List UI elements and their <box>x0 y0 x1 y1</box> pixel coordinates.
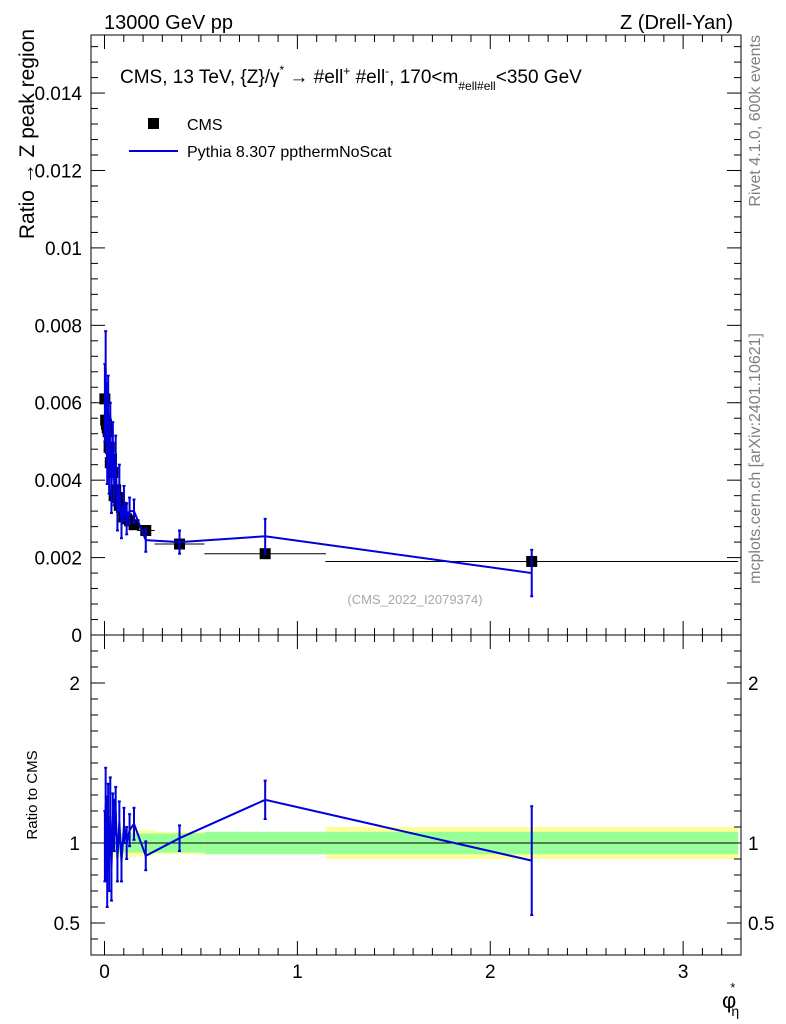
main-y-tick-label: 0.008 <box>34 316 82 337</box>
legend-cms-label: CMS <box>187 117 223 134</box>
main-y-tick-label: 0.012 <box>34 161 82 182</box>
main-y-tick-label: 0 <box>71 626 82 647</box>
ratio-x-tick-label: 2 <box>485 962 496 983</box>
main-y-tick-label: 0.004 <box>34 471 82 492</box>
main-y-tick-label: 0.014 <box>34 84 82 105</box>
legend-cms-marker <box>148 118 159 129</box>
ratio-y-tick-label-right: 0.5 <box>748 914 774 935</box>
main-y-axis-ticks: 0 0.002 0.004 0.006 0.008 0.01 0.012 0.014 <box>34 46 741 647</box>
ratio-x-tick-label: 1 <box>292 962 303 983</box>
rivet-version-label: Rivet 4.1.0, 600k events <box>747 35 764 207</box>
main-y-tick-label: 0.006 <box>34 394 82 415</box>
ratio-y-tick-label-left: 1 <box>69 834 80 855</box>
cms-data-point <box>128 519 140 531</box>
legend: CMS Pythia 8.307 ppthermNoScat <box>129 117 392 161</box>
analysis-watermark: (CMS_2022_I2079374) <box>347 592 482 607</box>
ratio-y-tick-label-left: 0.5 <box>54 914 80 935</box>
ratio-y-axis-label: Ratio to CMS <box>24 750 41 839</box>
ratio-panel-frame <box>90 634 742 956</box>
main-y-tick-label: 0.002 <box>34 549 82 570</box>
ratio-x-axis-ticks: 0 1 2 3 <box>99 635 723 983</box>
main-plot-content <box>99 330 739 598</box>
pythia-line <box>103 367 532 575</box>
header-left-label: 13000 GeV pp <box>104 12 233 34</box>
ratio-y-tick-label-right: 2 <box>748 674 759 695</box>
main-x-axis-ticks <box>104 35 723 635</box>
mcplots-label: mcplots.cern.ch [arXiv:2401.10621] <box>747 333 764 584</box>
ratio-x-tick-label: 3 <box>678 962 689 983</box>
ratio-plot-content <box>103 766 534 916</box>
ratio-y-tick-label-right: 1 <box>748 834 759 855</box>
ratio-y-axis-ticks: 0.5 0.5 1 1 2 2 <box>54 634 774 956</box>
header-right-label: Z (Drell-Yan) <box>620 12 733 34</box>
ratio-panel-background <box>91 635 741 955</box>
main-panel-background <box>91 35 741 635</box>
ratio-y-tick-label-left: 2 <box>69 674 80 695</box>
ratio-pythia-line <box>103 798 532 869</box>
ratio-x-tick-label: 0 <box>99 962 110 983</box>
main-y-tick-label: 0.01 <box>45 239 82 260</box>
ratio-panel: 0.5 0.5 1 1 2 2 0 1 2 3 Ratio to CMS <box>24 634 774 983</box>
main-y-axis-label: Ratio → Z peak region <box>16 29 39 239</box>
x-axis-label: φ* η <box>722 980 739 1019</box>
main-title: CMS, 13 TeV, {Z}/γ* → #ell+ #ell-, 170<m… <box>120 63 582 93</box>
legend-pythia-label: Pythia 8.307 ppthermNoScat <box>187 144 392 161</box>
main-panel: 0 0.002 0.004 0.006 0.008 0.01 0.012 0.014 CMS,… <box>16 29 742 647</box>
ratio-uncertainty-bands <box>104 827 739 859</box>
